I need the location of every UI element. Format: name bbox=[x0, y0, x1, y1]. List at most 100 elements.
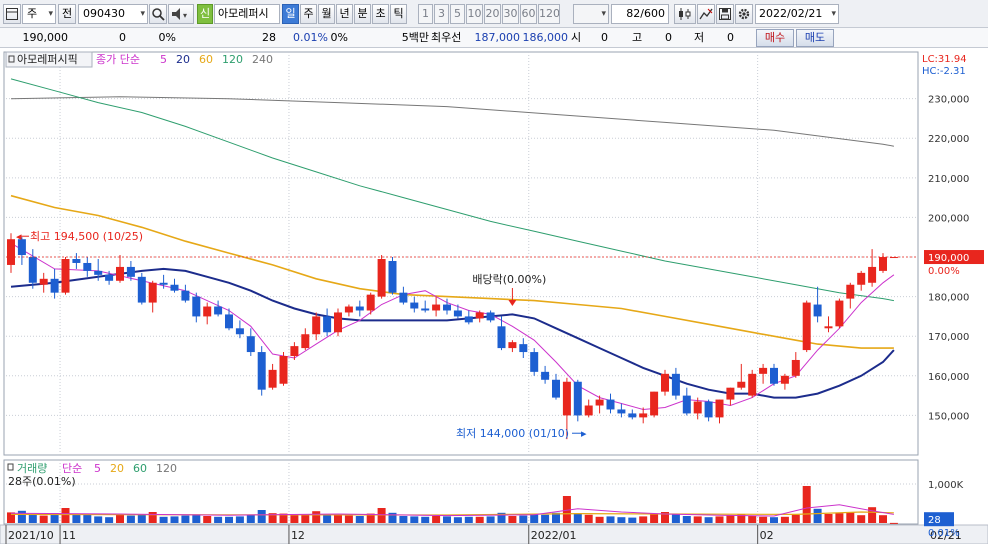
current-volume-pct-label: 0.01% bbox=[928, 528, 960, 539]
current-price-tag bbox=[924, 250, 984, 265]
candle-body bbox=[126, 266, 135, 277]
low-label: 저 bbox=[694, 31, 705, 44]
lc-label: LC:31.94 bbox=[922, 54, 967, 65]
period-tab[interactable]: 주 bbox=[300, 4, 317, 24]
best-price-label: 최우선 bbox=[431, 31, 462, 44]
stock-code-input[interactable]: 090430 bbox=[78, 4, 148, 24]
period-tab[interactable]: 일 bbox=[282, 4, 299, 24]
date-input[interactable]: 2022/02/21 bbox=[755, 4, 839, 24]
candle-type-icon[interactable] bbox=[674, 4, 696, 24]
volume-bar bbox=[541, 514, 550, 523]
period-tab[interactable]: 분 bbox=[354, 4, 371, 24]
volume-pane-border bbox=[3, 459, 919, 525]
type-select[interactable]: 주 bbox=[22, 4, 56, 24]
candle-body bbox=[846, 284, 855, 299]
candle-body bbox=[388, 260, 397, 293]
candle-body bbox=[290, 346, 299, 357]
volume-bar bbox=[835, 513, 844, 523]
volume-bar bbox=[159, 516, 168, 523]
candle bbox=[116, 255, 124, 283]
volume-bar bbox=[552, 512, 560, 523]
candle-body bbox=[617, 409, 626, 414]
interval-tab[interactable]: 5 bbox=[450, 4, 465, 24]
low-annotation: 최저 144,000 (01/10) bbox=[456, 427, 569, 440]
candle-body bbox=[225, 314, 233, 329]
buy-button[interactable]: 매수 bbox=[756, 29, 794, 47]
prev-button[interactable]: 전 bbox=[58, 4, 76, 24]
candle-body bbox=[148, 282, 157, 303]
low-arrow: ▸ bbox=[581, 427, 587, 440]
period-tab[interactable]: 월 bbox=[318, 4, 335, 24]
period-tab[interactable]: 초 bbox=[372, 4, 389, 24]
candle-body bbox=[344, 306, 353, 313]
candle-body bbox=[726, 387, 735, 400]
low-value: 0 bbox=[727, 31, 734, 44]
candle bbox=[715, 399, 724, 424]
volume-bar bbox=[824, 514, 833, 523]
candle-body bbox=[584, 405, 593, 416]
candle-body bbox=[530, 352, 539, 372]
volume-bar bbox=[704, 517, 713, 523]
open-value: 0 bbox=[601, 31, 608, 44]
volume-bar bbox=[246, 514, 255, 523]
stock-chart[interactable]: ◂ 최고 194,500 (10/25)최저 144,000 (01/10) ▸배당… bbox=[0, 50, 988, 544]
volume-bar bbox=[715, 516, 724, 523]
chart-title: 아모레퍼시픽 bbox=[17, 53, 78, 66]
candle-body bbox=[715, 399, 724, 418]
volume-ma-legend-period: 20 bbox=[110, 462, 124, 475]
candle-body bbox=[323, 316, 332, 333]
candle bbox=[388, 257, 397, 295]
volume-bar bbox=[17, 510, 26, 523]
candle-body bbox=[889, 257, 898, 259]
volume-bar bbox=[105, 517, 114, 523]
gear-icon[interactable] bbox=[735, 4, 753, 24]
interval-tab[interactable]: 30 bbox=[502, 4, 519, 24]
candle bbox=[606, 393, 615, 414]
interval-select[interactable] bbox=[573, 4, 609, 24]
candle-body bbox=[671, 373, 680, 396]
candle-body bbox=[486, 312, 495, 321]
candle bbox=[770, 363, 778, 386]
sell-button[interactable]: 매도 bbox=[796, 29, 834, 47]
price-tick-label: 150,000 bbox=[928, 411, 969, 422]
volume-bar bbox=[279, 513, 288, 523]
volume-ma-legend-period: 5 bbox=[94, 462, 101, 475]
interval-tab[interactable]: 120 bbox=[538, 4, 560, 24]
candle bbox=[410, 296, 419, 313]
period-tab[interactable]: 틱 bbox=[390, 4, 407, 24]
candle bbox=[595, 395, 604, 414]
candle bbox=[28, 249, 37, 289]
candle bbox=[301, 328, 310, 351]
volume-ma-legend-label: 단순 bbox=[62, 462, 82, 475]
interval-tab[interactable]: 3 bbox=[434, 4, 449, 24]
turnover-pct: 0% bbox=[330, 31, 348, 44]
volume-pct: 0.01% bbox=[293, 31, 328, 44]
interval-tab[interactable]: 20 bbox=[484, 4, 501, 24]
unit-label: 5백만 bbox=[401, 31, 429, 44]
candle bbox=[835, 298, 844, 329]
candle bbox=[279, 352, 288, 386]
candle bbox=[704, 399, 713, 422]
volume-bar bbox=[486, 516, 495, 523]
volume-bar bbox=[28, 514, 37, 523]
candle-body bbox=[399, 292, 408, 303]
period-tab[interactable]: 년 bbox=[336, 4, 353, 24]
save-icon[interactable] bbox=[716, 4, 734, 24]
candle bbox=[628, 409, 637, 420]
volume-bar bbox=[399, 516, 408, 523]
candle bbox=[541, 365, 550, 384]
candle bbox=[661, 369, 669, 396]
interval-tab[interactable]: 60 bbox=[520, 4, 537, 24]
ma-legend-label: 종가 단순 bbox=[96, 53, 140, 66]
price-change-pct: 0% bbox=[158, 31, 176, 44]
window-menu-icon[interactable] bbox=[3, 4, 21, 24]
sound-icon[interactable]: ▾ bbox=[168, 4, 194, 24]
volume-bar bbox=[813, 508, 822, 523]
interval-tab[interactable]: 1 bbox=[418, 4, 433, 24]
candle bbox=[344, 304, 353, 317]
candle bbox=[573, 379, 582, 422]
indicator-icon[interactable] bbox=[697, 4, 715, 24]
interval-tab[interactable]: 10 bbox=[466, 4, 483, 24]
candle-body bbox=[519, 344, 528, 353]
search-icon[interactable] bbox=[149, 4, 167, 24]
